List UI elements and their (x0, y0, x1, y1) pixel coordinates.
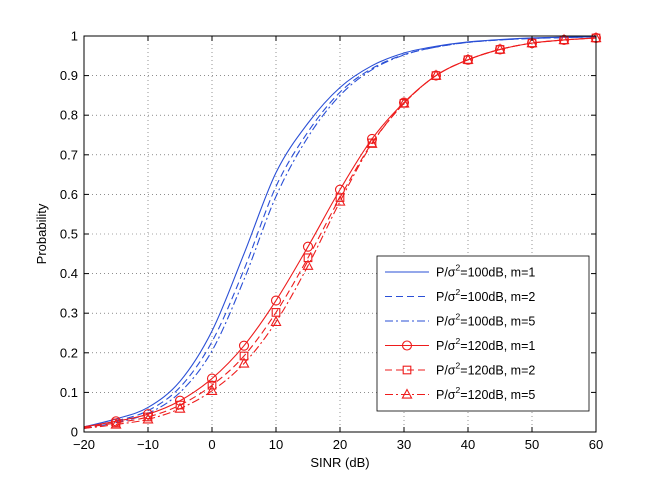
y-axis-label: Probability (34, 203, 49, 264)
x-tick-label: 20 (333, 437, 347, 452)
series-line-120dB_m5 (83, 37, 597, 429)
data-point-120dB_m5 (206, 384, 218, 395)
y-tick-label: 1 (71, 29, 78, 44)
data-point-120dB_m2 (239, 351, 249, 361)
legend-marker-120dB_m5 (401, 388, 413, 399)
y-tick-label: 0.7 (60, 147, 78, 162)
data-point-120dB_m1 (142, 409, 154, 420)
data-point-120dB_m5 (366, 137, 378, 148)
legend-label: P/σ2=100dB, m=5 (436, 312, 535, 329)
x-tick-label: −10 (137, 437, 159, 452)
data-point-120dB_m2 (335, 193, 345, 202)
x-tick-label: −20 (73, 437, 95, 452)
data-point-120dB_m5 (142, 413, 154, 424)
y-tick-label: 0.4 (60, 266, 78, 281)
data-point-120dB_m2 (175, 400, 185, 410)
y-tick-label: 0.8 (60, 108, 78, 123)
x-tick-label: 0 (208, 437, 215, 452)
legend-label: P/σ2=120dB, m=2 (436, 361, 535, 378)
y-tick-label: 0.2 (60, 345, 78, 360)
data-point-120dB_m5 (494, 43, 506, 54)
data-point-120dB_m1 (110, 416, 122, 427)
legend-marker-120dB_m2 (402, 365, 412, 375)
data-point-120dB_m5 (110, 418, 122, 429)
data-point-120dB_m1 (238, 340, 250, 351)
data-point-120dB_m1 (206, 373, 218, 384)
data-point-120dB_m1 (174, 395, 186, 406)
y-tick-label: 0.6 (60, 187, 78, 202)
data-point-120dB_m1 (302, 241, 314, 252)
y-tick-label: 0.5 (60, 227, 78, 242)
legend-label: P/σ2=100dB, m=1 (436, 263, 535, 280)
x-axis-label: SINR (dB) (310, 455, 369, 470)
data-point-120dB_m5 (238, 357, 250, 368)
legend-box (376, 255, 590, 412)
data-point-120dB_m1 (270, 295, 282, 306)
axes (83, 35, 597, 433)
data-point-120dB_m1 (366, 133, 378, 145)
y-tick-label: 0.1 (60, 385, 78, 400)
series-line-100dB_m2 (83, 36, 597, 429)
data-point-120dB_m2 (207, 380, 217, 390)
legend-label: P/σ2=100dB, m=2 (436, 287, 535, 304)
legend-label: P/σ2=120dB, m=5 (436, 385, 535, 402)
legend-label: P/σ2=120dB, m=1 (436, 336, 535, 353)
data-point-120dB_m5 (526, 36, 538, 48)
legend: P/σ2=100dB, m=1 P/σ2=100dB, m=2 P/σ2=100dB… (376, 255, 590, 412)
data-point-120dB_m5 (398, 97, 410, 108)
x-tick-label: 30 (397, 437, 411, 452)
x-tick-label: 60 (589, 437, 603, 452)
legend-marker-120dB_m1 (401, 340, 413, 351)
data-point-120dB_m5 (174, 402, 186, 413)
x-tick-label: 10 (269, 437, 283, 452)
data-point-120dB_m5 (270, 315, 282, 327)
data-point-120dB_m2 (143, 412, 153, 422)
data-point-120dB_m5 (430, 69, 442, 80)
data-point-120dB_m5 (462, 53, 474, 64)
data-point-120dB_m5 (302, 259, 314, 270)
y-tick-label: 0.9 (60, 68, 78, 83)
tick-labels: −20 −10 0 10 20 30 40 50 60 0 0.1 0.2 0.3 0.4 0.5 0.6 0.… (60, 29, 603, 453)
x-tick-label: 40 (461, 437, 475, 452)
data-point-120dB_m5 (334, 195, 346, 206)
series-markers (110, 31, 602, 429)
y-tick-label: 0 (71, 425, 78, 440)
x-tick-label: 50 (525, 437, 539, 452)
data-point-120dB_m5 (558, 33, 570, 45)
y-tick-label: 0.3 (60, 306, 78, 321)
series-line-100dB_m5 (83, 36, 597, 429)
